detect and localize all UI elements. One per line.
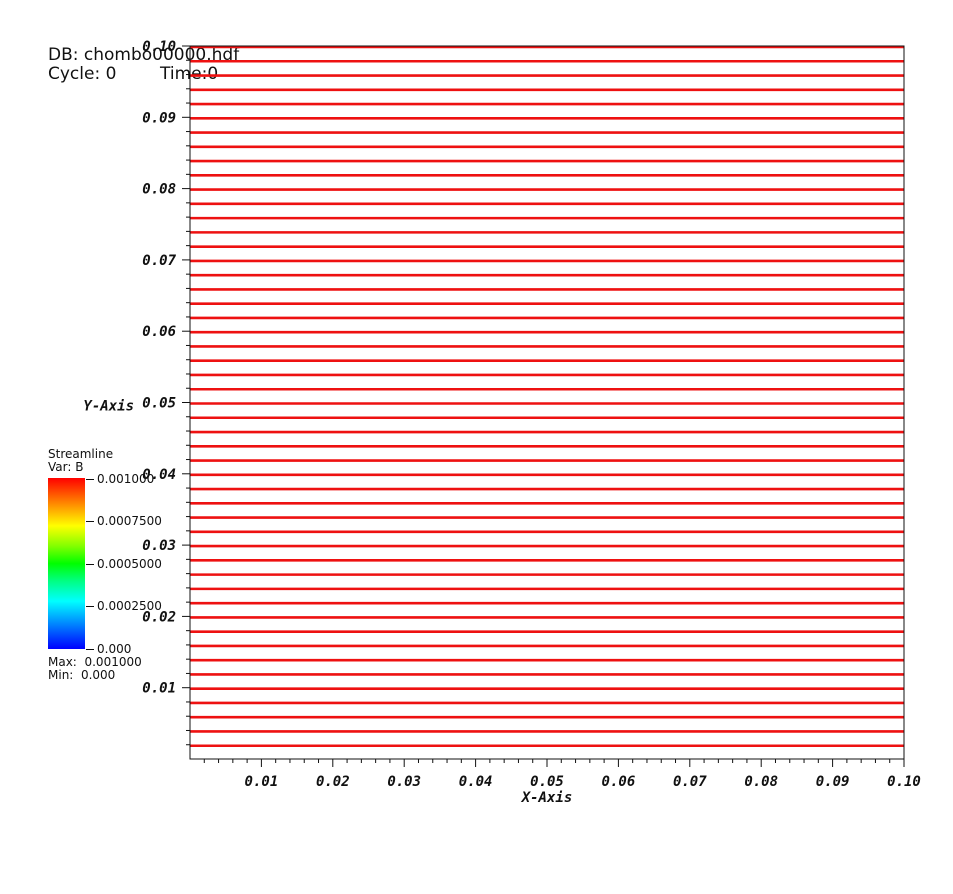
cycle-label: Cycle: 0: [48, 64, 117, 84]
legend-color-bar: [48, 478, 85, 649]
time-label: Time:0: [160, 64, 219, 84]
db-label: DB: chombo00000.hdf: [48, 45, 240, 65]
x-tick-label: 0.06: [602, 774, 636, 790]
y-tick-label: 0.01: [142, 681, 176, 697]
x-tick-label: 0.03: [387, 774, 421, 790]
y-tick-label: 0.02: [142, 609, 176, 625]
legend-tick-3q: 0.0007500: [86, 515, 162, 527]
streamlines: [190, 45, 904, 748]
x-axis-label: X-Axis: [521, 790, 573, 806]
y-tick-label: 0.06: [142, 324, 176, 340]
y-tick-label: 0.07: [142, 253, 176, 269]
y-axis-ticks: 0.01 0.02 0.03 0.04 0.05 0.06 0.07 0.08 0.09 0.10: [142, 39, 190, 746]
streamline-legend: Streamline Var: B: [48, 448, 113, 474]
legend-var: Var: B: [48, 460, 84, 474]
legend-minmax: Max: 0.001000 Min: 0.000: [48, 656, 142, 682]
y-tick-label: 0.03: [142, 538, 176, 554]
x-tick-label: 0.04: [459, 774, 493, 790]
y-tick-label: 0.04: [142, 467, 176, 483]
x-tick-label: 0.02: [316, 774, 350, 790]
y-tick-label: 0.10: [142, 39, 176, 55]
x-tick-label: 0.10: [887, 774, 921, 790]
legend-tick-min: 0.000: [86, 643, 131, 655]
y-tick-label: 0.08: [142, 182, 176, 198]
y-tick-label: 0.09: [142, 110, 176, 126]
plot-info: DB: chombo00000.hdf Cycle: 0 Time:0: [48, 46, 239, 84]
legend-max: Max: 0.001000: [48, 655, 142, 669]
legend-min: Min: 0.000: [48, 668, 116, 682]
legend-tick-1q: 0.0002500: [86, 600, 162, 612]
x-tick-label: 0.09: [816, 774, 850, 790]
y-axis-label: Y-Axis: [83, 399, 134, 415]
legend-title: Streamline: [48, 447, 114, 461]
legend-tick-mid: 0.0005000: [86, 558, 162, 570]
x-tick-label: 0.08: [744, 774, 778, 790]
y-tick-label: 0.05: [142, 396, 176, 412]
x-axis-ticks: 0.01 0.02 0.03 0.04 0.05 0.06 0.07 0.08 0.09 0.10: [203, 759, 921, 790]
legend-tick-max: 0.001000: [86, 473, 154, 485]
x-tick-label: 0.07: [673, 774, 707, 790]
x-tick-label: 0.01: [245, 774, 279, 790]
x-tick-label: 0.05: [530, 774, 564, 790]
